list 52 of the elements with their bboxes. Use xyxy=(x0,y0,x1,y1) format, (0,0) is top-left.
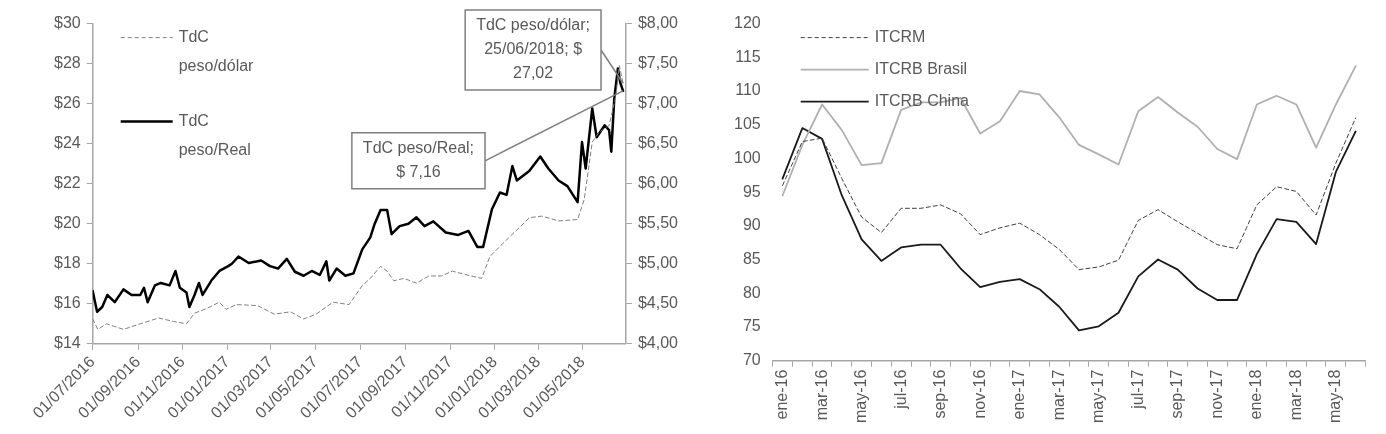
y-tick-label: $14 xyxy=(53,334,81,352)
y-tick-label: $28 xyxy=(53,54,81,72)
y-tick-label: 75 xyxy=(742,317,761,335)
x-tick-label: sep-17 xyxy=(1168,369,1186,419)
y-tick-label: 80 xyxy=(742,283,761,301)
y-tick-label: $20 xyxy=(53,214,81,232)
x-tick-label: nov-17 xyxy=(1207,369,1225,419)
x-tick-label: ene-18 xyxy=(1247,369,1265,420)
y-tick-label: 70 xyxy=(742,351,761,369)
y-tick-label: $16 xyxy=(53,294,81,312)
legend-label: ITCRB China xyxy=(874,92,970,110)
y2-tick-label: $6,00 xyxy=(637,174,679,192)
y-tick-label: $26 xyxy=(53,94,81,112)
y-tick-label: $22 xyxy=(53,174,81,192)
y-tick-label: 95 xyxy=(742,182,761,200)
legend-label: ITCRB Brasil xyxy=(874,60,968,78)
y2-tick-label: $8,00 xyxy=(637,14,679,32)
y-tick-label: 110 xyxy=(735,81,761,99)
x-tick-label: ene-16 xyxy=(772,369,790,420)
x-tick-label: mar-17 xyxy=(1049,369,1067,421)
legend-label: ITCRM xyxy=(874,28,926,46)
y2-tick-label: $4,50 xyxy=(637,294,679,312)
y-tick-label: 120 xyxy=(733,14,761,32)
line-series xyxy=(782,117,1357,271)
x-tick-label: may-18 xyxy=(1326,369,1344,424)
x-tick-label: sep-16 xyxy=(931,369,949,419)
y2-tick-label: $7,50 xyxy=(637,54,679,72)
y-tick-label: $30 xyxy=(53,14,81,32)
y2-tick-label: $6,50 xyxy=(637,134,679,152)
y-tick-label: 115 xyxy=(735,47,761,65)
x-tick-label: ene-17 xyxy=(1010,369,1028,420)
x-tick-label: mar-16 xyxy=(812,369,830,421)
annotation: TdC peso/dólar; 25/06/2018; $ 27,02 xyxy=(476,16,591,82)
annotation: TdC peso/Real; $ 7,16 xyxy=(362,139,475,181)
x-tick-label: jul-16 xyxy=(891,369,909,410)
x-tick-label: may-16 xyxy=(852,369,870,424)
x-tick-label: mar-18 xyxy=(1286,369,1304,421)
legend-label: TdC peso/dólar xyxy=(178,28,255,75)
y-tick-label: 85 xyxy=(742,249,761,267)
y2-tick-label: $5,00 xyxy=(637,254,679,272)
x-tick-label: may-17 xyxy=(1089,369,1107,424)
x-tick-label: nov-16 xyxy=(970,369,988,419)
y2-tick-label: $7,00 xyxy=(637,94,679,112)
y-tick-label: $18 xyxy=(53,254,81,272)
y-tick-label: $24 xyxy=(53,134,81,152)
y-tick-label: 100 xyxy=(733,148,761,166)
legend-label: TdC peso/Real xyxy=(178,112,251,159)
y2-tick-label: $4,00 xyxy=(637,334,679,352)
x-tick-label: jul-17 xyxy=(1128,369,1146,410)
y-tick-label: 90 xyxy=(742,216,761,234)
y-tick-label: 105 xyxy=(733,115,761,133)
y2-tick-label: $5,50 xyxy=(637,214,679,232)
